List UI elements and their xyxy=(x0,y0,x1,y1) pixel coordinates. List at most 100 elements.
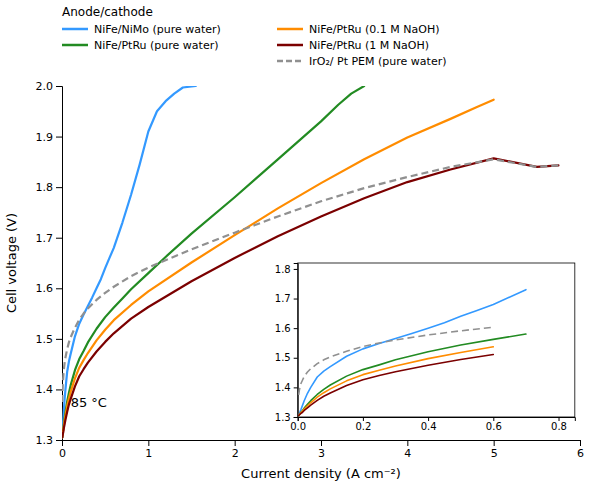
tick-mark xyxy=(56,339,62,340)
tick-label: 2 xyxy=(232,447,239,460)
tick-mark xyxy=(56,238,62,239)
tick: 0.6 xyxy=(486,417,502,432)
legend-swatch xyxy=(277,60,303,63)
tick: 2 xyxy=(232,440,239,460)
tick-mark xyxy=(294,328,298,329)
tick-mark xyxy=(407,440,408,446)
tick-label: 1.8 xyxy=(36,181,54,194)
tick: 1.3 xyxy=(36,434,63,447)
tick-label: 1.5 xyxy=(36,333,54,346)
axis-line xyxy=(56,87,63,441)
legend-item: NiFe/NiMo (pure water) xyxy=(62,23,221,36)
tick-label: 4 xyxy=(404,447,411,460)
tick-mark xyxy=(294,299,298,300)
x-axis: 0.0 0.2 0.4 0.6 0.8 xyxy=(290,417,575,432)
tick: 1.4 xyxy=(275,382,298,393)
tick-label: 0.4 xyxy=(421,421,437,432)
tick: 1.7 xyxy=(36,232,63,245)
legend-label: NiFe/PtRu (1 M NaOH) xyxy=(309,39,429,52)
tick-mark xyxy=(494,440,495,446)
legend-title: Anode/cathode xyxy=(62,5,153,19)
tick: 4 xyxy=(404,440,411,460)
tick-mark xyxy=(294,417,298,418)
legend-label: NiFe/PtRu (pure water) xyxy=(94,39,218,52)
tick: 1.9 xyxy=(36,131,63,144)
tick-mark xyxy=(56,440,62,441)
tick-label: 0.2 xyxy=(355,421,371,432)
axis-line xyxy=(298,417,575,421)
tick-mark xyxy=(56,86,62,87)
tick: 1.7 xyxy=(275,293,298,304)
legend-item: IrO₂/ Pt PEM (pure water) xyxy=(277,55,446,68)
tick-label: 1.6 xyxy=(36,282,54,295)
inset-plot: 0.0 0.2 0.4 0.6 0.8 1.3 1.4 1.5 1.6 1.7 1.8 xyxy=(275,263,576,432)
y-axis-title: Cell voltage (V) xyxy=(4,213,19,313)
annotation: 85 °C xyxy=(71,395,107,410)
tick: 0.2 xyxy=(355,417,371,432)
legend-swatch xyxy=(62,28,88,31)
tick: 1.4 xyxy=(36,383,63,396)
series-line xyxy=(62,86,196,437)
tick-mark xyxy=(294,358,298,359)
tick: 1.3 xyxy=(275,412,298,423)
tick-label: 1.4 xyxy=(275,382,291,393)
tick-label: 1.3 xyxy=(36,434,54,447)
x-axis-title: Current density (A cm⁻²) xyxy=(241,466,401,481)
tick: 1.6 xyxy=(275,323,298,334)
tick-label: 1.5 xyxy=(275,352,291,363)
axis-line xyxy=(63,441,581,447)
tick: 0.4 xyxy=(421,417,437,432)
legend: Anode/cathode NiFe/NiMo (pure water) NiFe/… xyxy=(62,5,446,68)
legend-label: IrO₂/ Pt PEM (pure water) xyxy=(309,55,446,68)
tick-mark xyxy=(56,389,62,390)
legend-item: NiFe/PtRu (1 M NaOH) xyxy=(277,39,429,52)
tick: 2.0 xyxy=(36,80,63,93)
tick-label: 1.8 xyxy=(275,264,291,275)
tick-label: 3 xyxy=(318,447,325,460)
legend-swatch xyxy=(277,28,303,31)
tick: 1.6 xyxy=(36,282,63,295)
tick: 1.8 xyxy=(275,264,298,275)
chart: 0 1 2 3 4 5 6 1.3 1.4 1.5 1.6 1.7 1.8 1.9 2.0 Current d… xyxy=(0,0,600,486)
tick-label: 1.3 xyxy=(275,412,291,423)
tick-mark xyxy=(56,137,62,138)
tick: 5 xyxy=(491,440,498,460)
legend-swatch xyxy=(277,44,303,47)
tick-label: 5 xyxy=(491,447,498,460)
tick-label: 1.7 xyxy=(36,232,54,245)
legend-swatch xyxy=(62,44,88,47)
inset-background xyxy=(298,263,575,417)
tick-label: 6 xyxy=(577,447,584,460)
tick-mark xyxy=(148,440,149,446)
tick: 3 xyxy=(318,440,325,460)
tick-mark xyxy=(56,187,62,188)
lines xyxy=(299,290,526,416)
tick: 6 xyxy=(577,440,584,460)
tick-label: 1 xyxy=(145,447,152,460)
tick-label: 0.0 xyxy=(290,421,306,432)
y-axis: 1.3 1.4 1.5 1.6 1.7 1.8 1.9 2.0 xyxy=(36,80,63,447)
main-plot: 0 1 2 3 4 5 6 1.3 1.4 1.5 1.6 1.7 1.8 1.9 2.0 Current d… xyxy=(4,80,584,481)
series-line xyxy=(299,355,494,416)
series-line xyxy=(299,290,526,416)
tick-label: 0 xyxy=(59,447,66,460)
tick-label: 0.8 xyxy=(551,421,567,432)
tick: 1 xyxy=(145,440,152,460)
tick: 0.8 xyxy=(551,417,567,432)
tick-mark xyxy=(235,440,236,446)
legend-label: NiFe/NiMo (pure water) xyxy=(94,23,221,36)
tick: 1.5 xyxy=(275,352,298,363)
tick: 0 xyxy=(59,440,66,460)
tick-mark xyxy=(56,288,62,289)
x-axis: 0 1 2 3 4 5 6 xyxy=(59,440,584,460)
tick-label: 0.6 xyxy=(486,421,502,432)
legend-item: NiFe/PtRu (pure water) xyxy=(62,39,218,52)
tick: 1.5 xyxy=(36,333,63,346)
tick-label: 1.7 xyxy=(275,293,291,304)
series-line xyxy=(299,334,526,415)
series-line xyxy=(299,327,494,395)
legend-item: NiFe/PtRu (0.1 M NaOH) xyxy=(277,23,440,36)
inset-frame xyxy=(298,263,575,417)
tick-label: 1.9 xyxy=(36,131,54,144)
tick-mark xyxy=(321,440,322,446)
